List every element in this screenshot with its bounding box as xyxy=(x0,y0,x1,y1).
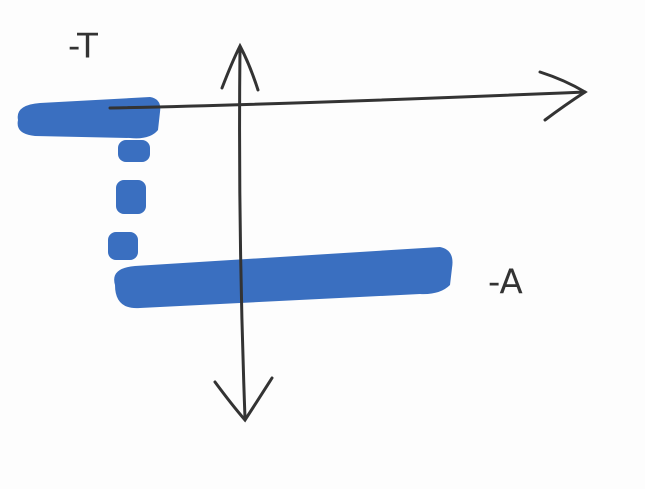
arrow-head xyxy=(213,376,274,423)
top-bar xyxy=(17,97,161,139)
dot xyxy=(116,180,146,214)
dot xyxy=(108,232,138,260)
horizontal-arrow xyxy=(108,70,588,122)
vertical-arrow xyxy=(213,42,274,423)
label: -T xyxy=(68,27,98,67)
axis-line xyxy=(238,46,247,420)
axis-line xyxy=(108,90,587,110)
bottom-bar xyxy=(114,247,453,309)
dot xyxy=(118,140,150,162)
label: -A xyxy=(488,263,523,303)
arrow-head xyxy=(220,42,260,92)
arrow-head xyxy=(538,70,588,122)
